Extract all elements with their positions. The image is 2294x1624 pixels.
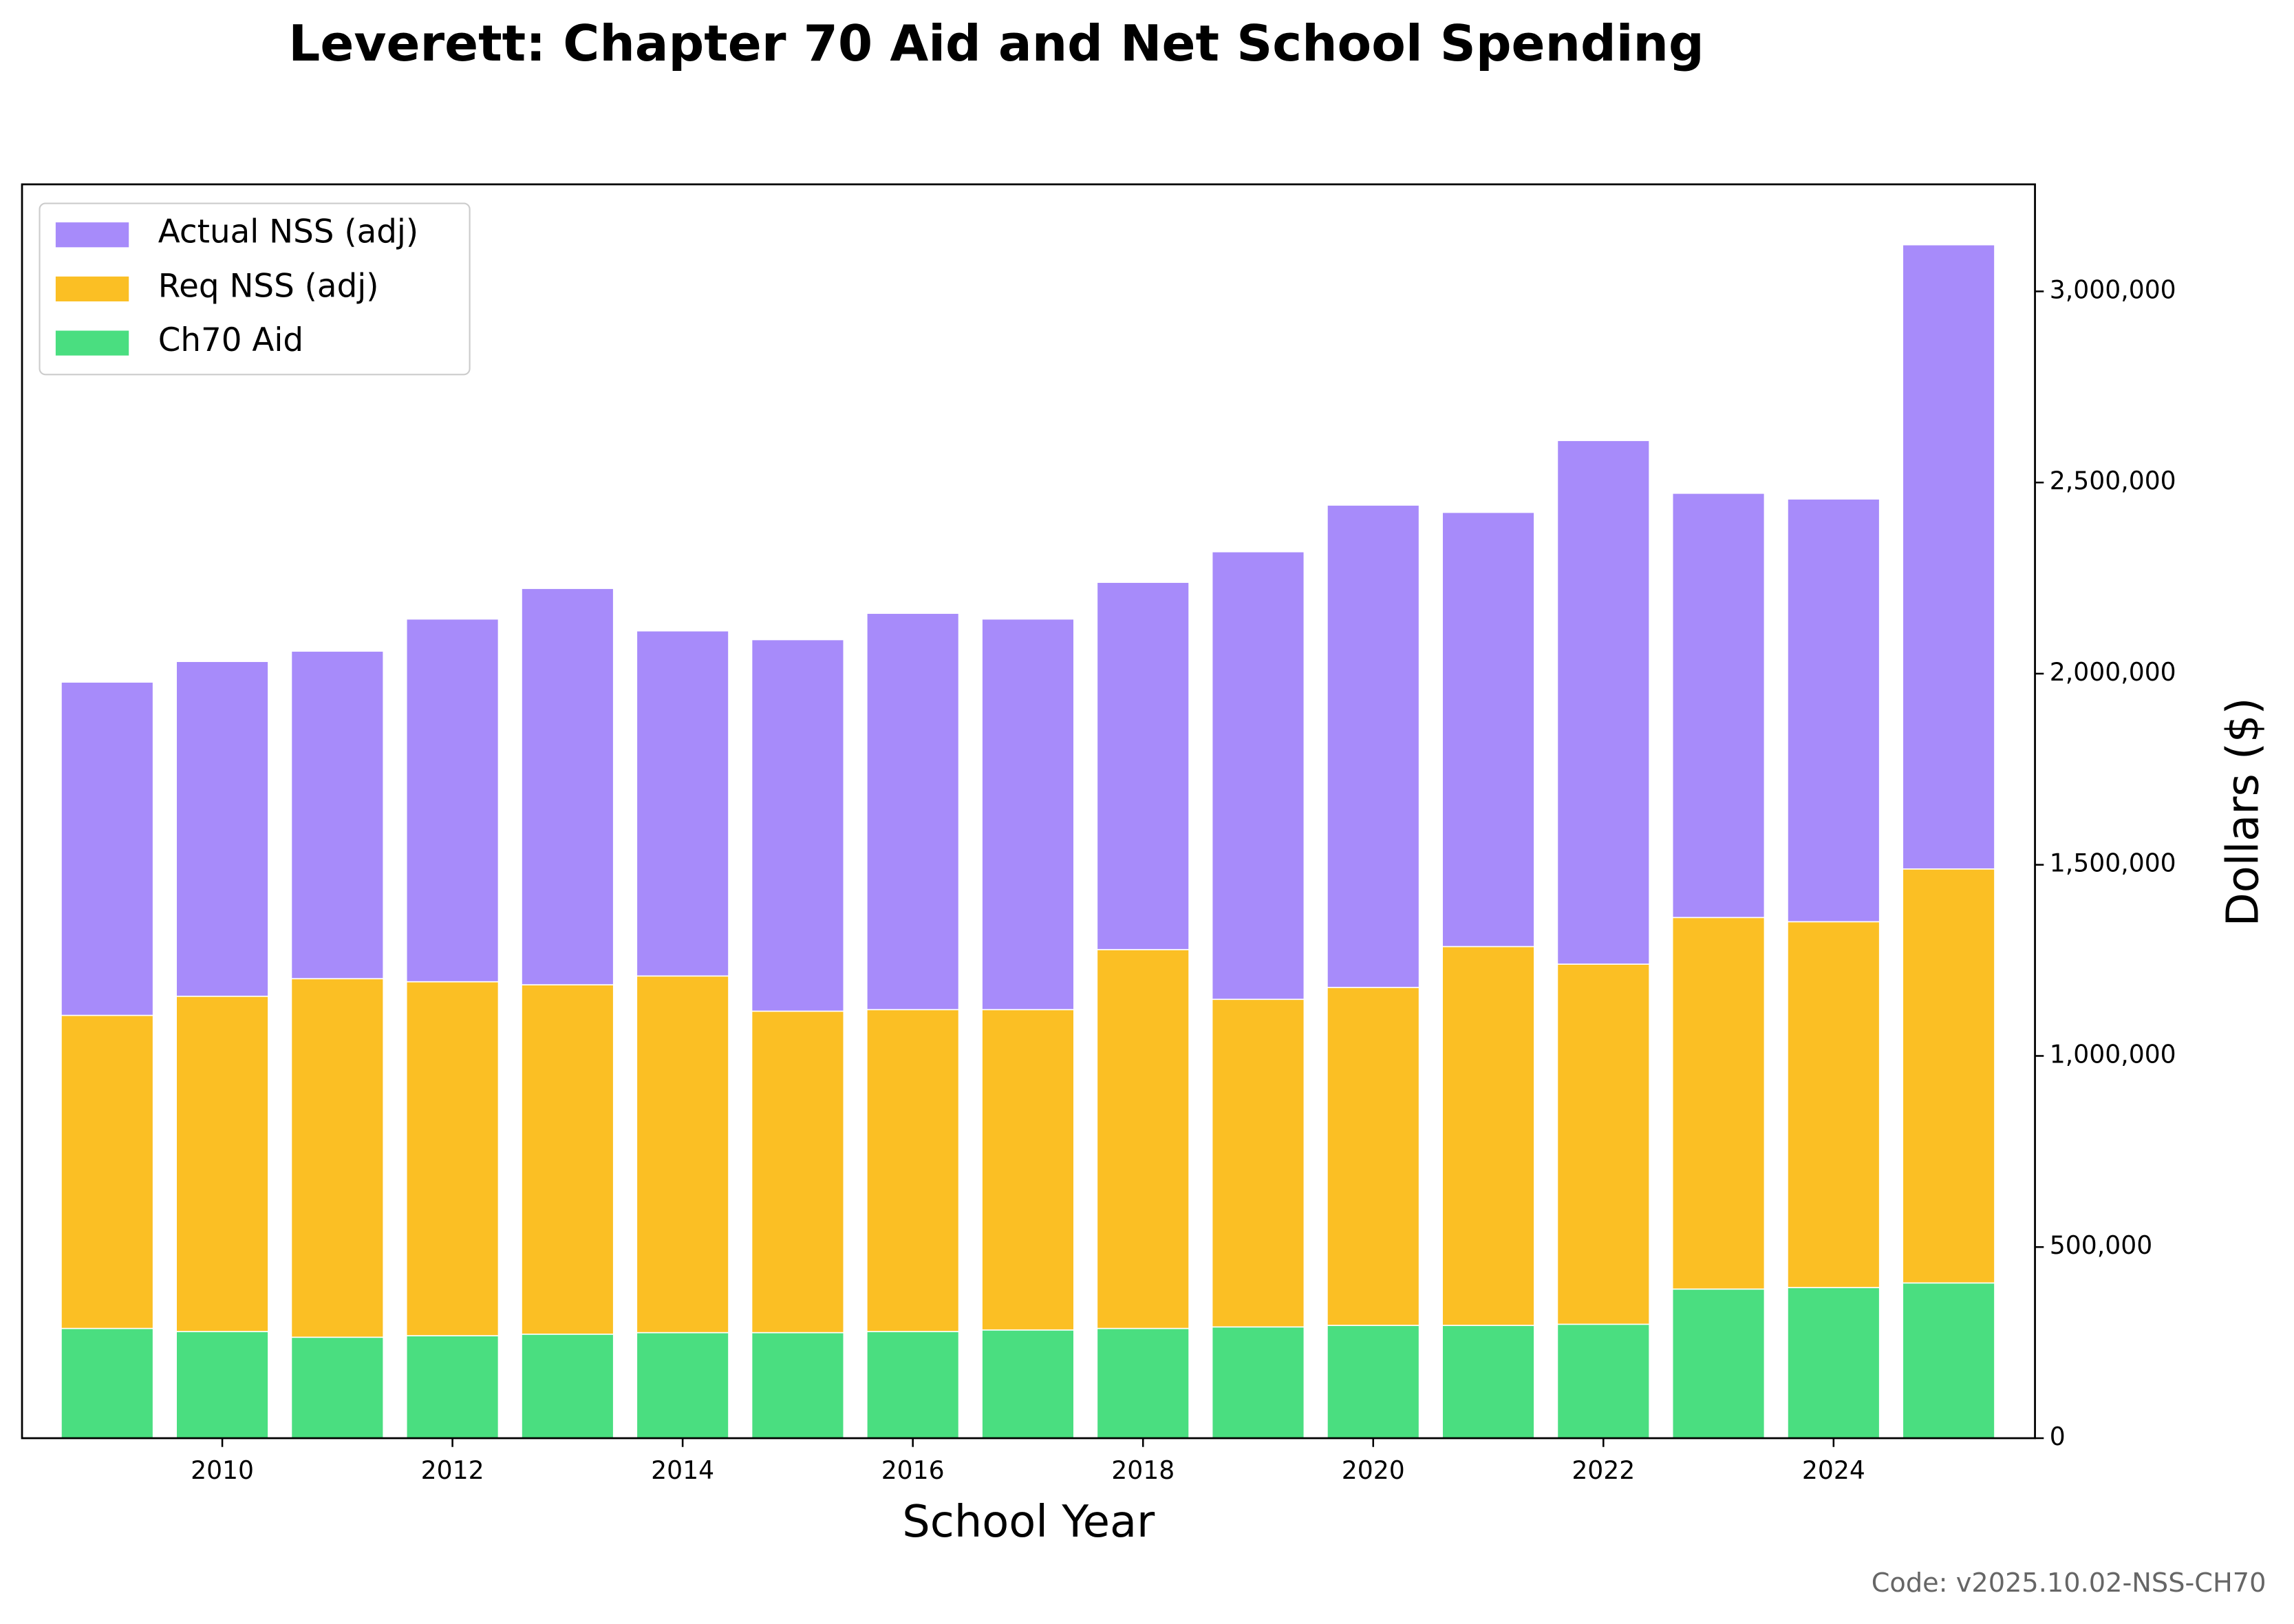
- bar: [290, 1336, 385, 1439]
- x-tick-label: 2014: [651, 1455, 714, 1485]
- bar: [61, 1327, 154, 1439]
- bar: [1096, 1327, 1190, 1439]
- bar: [521, 1334, 614, 1439]
- legend-box: [39, 202, 471, 376]
- y-tick-label: 500,000: [2050, 1230, 2152, 1260]
- y-tick-label: 3,000,000: [2050, 275, 2176, 304]
- x-tick-label: 2012: [421, 1455, 484, 1485]
- y-tick-label: 1,500,000: [2050, 848, 2176, 878]
- bar: [1787, 1287, 1880, 1439]
- y-tick-label: 2,500,000: [2050, 466, 2176, 495]
- plot-frame: [21, 183, 2036, 1440]
- bar: [1326, 1325, 1420, 1439]
- x-tick-label: 2024: [1802, 1455, 1865, 1485]
- legend-label: Req NSS (adj): [158, 268, 379, 305]
- legend-swatch: [55, 330, 129, 356]
- x-axis-label: School Year: [902, 1497, 1155, 1548]
- footnote: Code: v2025.10.02-NSS-CH70: [1872, 1568, 2266, 1599]
- x-tick-label: 2022: [1572, 1455, 1635, 1485]
- legend-label: Actual NSS (adj): [158, 214, 418, 251]
- legend-swatch: [55, 222, 129, 248]
- legend-label: Ch70 Aid: [158, 322, 303, 359]
- x-tick-label: 2016: [881, 1455, 945, 1485]
- bar: [175, 1331, 269, 1439]
- bar: [1556, 1323, 1651, 1439]
- y-tick-label: 1,000,000: [2050, 1039, 2176, 1069]
- y-tick-label: 2,000,000: [2050, 657, 2176, 687]
- bar: [1211, 1326, 1305, 1439]
- bar: [1441, 1325, 1535, 1439]
- bar: [1671, 1288, 1766, 1439]
- bar: [981, 1329, 1075, 1439]
- legend: Actual NSS (adj) Req NSS (adj) Ch70 Aid: [39, 202, 471, 376]
- y-axis-label: Dollars ($): [2218, 698, 2269, 927]
- y-tick-label: 0: [2050, 1422, 2066, 1451]
- bar: [866, 1331, 960, 1439]
- bar: [405, 1335, 500, 1439]
- x-tick-label: 2020: [1342, 1455, 1405, 1485]
- x-tick-label: 2018: [1111, 1455, 1175, 1485]
- bar: [636, 1332, 729, 1439]
- legend-swatch: [55, 276, 129, 301]
- chart-title: Leverett: Chapter 70 Aid and Net School …: [288, 15, 1704, 73]
- bar: [751, 1332, 845, 1439]
- bar: [1902, 1282, 1995, 1439]
- x-tick-label: 2010: [191, 1455, 254, 1485]
